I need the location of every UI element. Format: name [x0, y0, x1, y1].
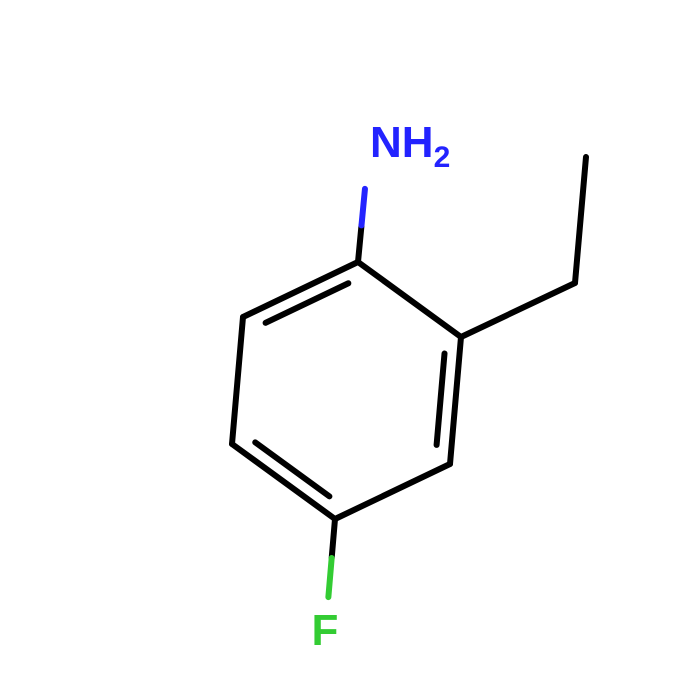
- atom-label-NH2: NH2: [370, 118, 450, 174]
- molecule-diagram: NH2 F: [0, 0, 700, 700]
- atom-label-F: F: [312, 606, 339, 655]
